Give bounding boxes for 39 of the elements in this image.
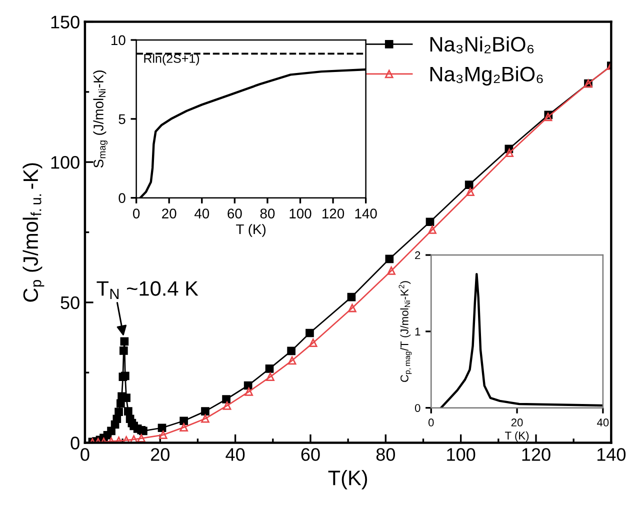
x-tick-label: 60 xyxy=(228,208,242,218)
y-tick-label: 0 xyxy=(70,436,80,450)
x-tick-label: 100 xyxy=(447,448,476,461)
legend-label: Na₃Ni₂BiO₆ xyxy=(430,36,534,54)
x-tick-label: 120 xyxy=(522,448,550,461)
x-axis-title: T (K) xyxy=(505,431,529,442)
x-tick-label: 60 xyxy=(301,448,320,461)
x-tick-label: 0 xyxy=(80,448,90,461)
y-tick-label: 50 xyxy=(60,296,80,310)
y-tick-label: 5 xyxy=(118,114,126,124)
x-tick-label: 140 xyxy=(355,208,377,218)
x-tick-label: 120 xyxy=(322,208,344,218)
x-tick-label: 100 xyxy=(290,208,312,218)
y-axis-title: S$_{mag}$ (J/mol$_{Ni}$-K) xyxy=(93,70,108,168)
y-axis-title: C$_{p}$ (J/mol$_{f.u.}$-K) xyxy=(22,163,44,302)
x-axis-title: T(K) xyxy=(328,470,368,490)
y-tick-label: 0 xyxy=(414,404,420,412)
x-tick-label: 40 xyxy=(226,448,245,461)
x-tick-label: 40 xyxy=(194,208,210,218)
y-tick-label: 10 xyxy=(112,35,126,46)
y-tick-label: 150 xyxy=(51,16,80,28)
x-tick-label: 20 xyxy=(511,418,523,426)
x-tick-label: 80 xyxy=(260,208,275,218)
y-axis-title: C$_{p,mag}$/T (J/mol$_{Ni}$-K$^{2}$) xyxy=(398,281,412,382)
y-tick-label: 1 xyxy=(415,328,420,336)
x-tick-label: 40 xyxy=(597,418,609,426)
ref-line-label: Rln(2S+1) xyxy=(144,54,200,66)
x-tick-label: 20 xyxy=(151,448,170,461)
x-tick-label: 80 xyxy=(376,448,395,461)
annotation: T$_{N}$ ~10.4 K xyxy=(96,281,198,299)
x-axis-title: T (K) xyxy=(236,224,266,237)
x-tick-label: 0 xyxy=(132,208,140,218)
x-tick-label: 140 xyxy=(597,448,626,461)
x-tick-label: 20 xyxy=(162,208,176,218)
y-tick-label: 2 xyxy=(415,251,420,260)
y-tick-label: 100 xyxy=(51,156,80,169)
y-tick-label: 0 xyxy=(118,193,126,204)
x-tick-label: 0 xyxy=(428,418,434,426)
legend-label: Na₃Mg₂BiO₆ xyxy=(430,66,543,86)
